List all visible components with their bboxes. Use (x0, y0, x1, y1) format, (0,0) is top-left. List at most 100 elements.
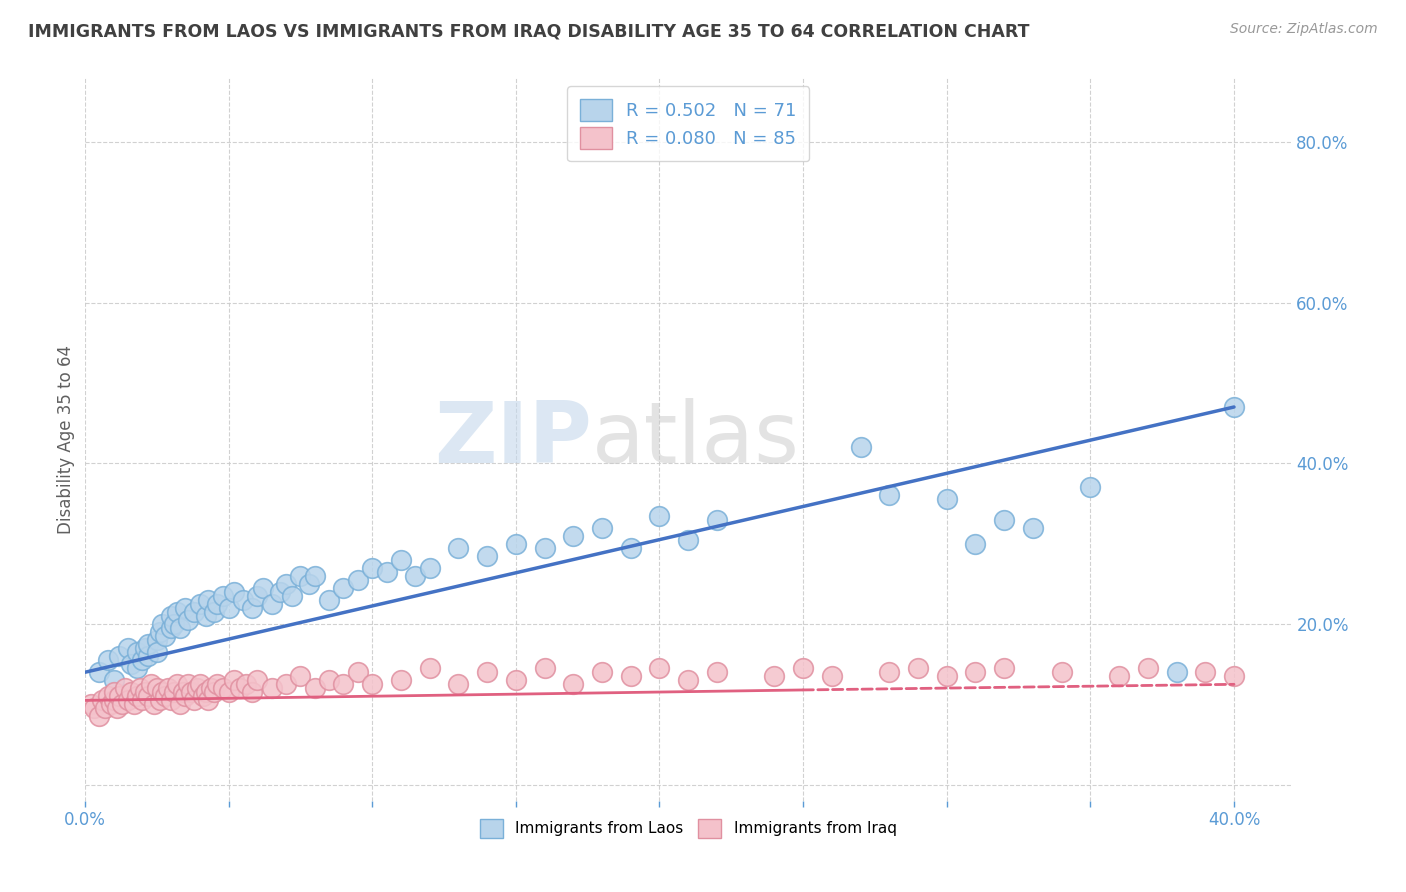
Point (240, 685, 263, 699)
Point (218, 601, 240, 615)
Point (290, 569, 312, 583)
Point (145, 633, 167, 648)
Point (152, 685, 174, 699)
Point (202, 685, 225, 699)
Text: atlas: atlas (592, 398, 800, 481)
Point (166, 605, 188, 619)
Point (1166, 665, 1188, 680)
Point (89, 665, 111, 680)
Point (505, 536, 527, 550)
Point (620, 541, 643, 555)
Point (136, 690, 159, 704)
Point (447, 541, 470, 555)
Point (1108, 669, 1130, 683)
Point (648, 508, 671, 523)
Point (361, 561, 384, 575)
Point (177, 613, 200, 627)
Point (152, 617, 174, 632)
Point (562, 677, 585, 691)
Point (134, 685, 156, 699)
Point (125, 661, 148, 675)
Point (131, 693, 153, 707)
Point (145, 645, 167, 659)
Point (763, 669, 786, 683)
Point (205, 597, 228, 611)
Point (533, 541, 555, 555)
Point (229, 681, 252, 696)
Point (235, 677, 257, 691)
Point (304, 681, 326, 696)
Point (191, 690, 214, 704)
Point (1136, 661, 1159, 675)
Point (993, 512, 1015, 526)
Point (197, 693, 219, 707)
Point (965, 536, 987, 550)
Point (877, 665, 900, 680)
Point (1223, 669, 1246, 683)
Point (935, 669, 957, 683)
Point (142, 698, 165, 712)
Point (202, 605, 225, 619)
Point (103, 673, 125, 688)
Point (676, 673, 699, 688)
Point (120, 685, 142, 699)
Point (224, 585, 246, 599)
Point (591, 520, 613, 534)
Point (149, 693, 172, 707)
Point (177, 677, 200, 691)
Point (122, 698, 145, 712)
Point (218, 685, 240, 699)
Point (246, 589, 269, 603)
Point (117, 693, 139, 707)
Point (188, 597, 211, 611)
Point (211, 589, 233, 603)
Point (877, 488, 900, 502)
Point (128, 681, 150, 696)
Point (1022, 520, 1045, 534)
Point (169, 621, 191, 635)
Point (792, 661, 814, 675)
Point (205, 677, 228, 691)
Point (274, 577, 297, 591)
Point (131, 653, 153, 667)
Point (620, 669, 643, 683)
Point (183, 693, 205, 707)
Point (174, 690, 197, 704)
Point (155, 629, 177, 643)
Point (197, 593, 219, 607)
Point (194, 609, 217, 624)
Point (475, 665, 498, 680)
Point (246, 673, 269, 688)
Point (821, 669, 844, 683)
Point (332, 677, 354, 691)
Text: ZIP: ZIP (434, 398, 592, 481)
Point (907, 661, 929, 675)
Point (94, 701, 117, 715)
Point (125, 645, 148, 659)
Point (200, 681, 222, 696)
Point (1194, 665, 1216, 680)
Point (108, 649, 131, 664)
Point (194, 685, 217, 699)
Point (281, 589, 304, 603)
Point (211, 681, 233, 696)
Point (1080, 480, 1102, 494)
Point (136, 637, 159, 651)
Point (163, 617, 186, 632)
Point (224, 673, 246, 688)
Point (89, 709, 111, 723)
Point (103, 693, 125, 707)
Y-axis label: Disability Age 35 to 64: Disability Age 35 to 64 (58, 344, 75, 533)
Point (174, 601, 197, 615)
Point (304, 569, 326, 583)
Point (591, 665, 613, 680)
Legend: Immigrants from Laos, Immigrants from Iraq: Immigrants from Laos, Immigrants from Ir… (474, 813, 903, 844)
Point (706, 512, 728, 526)
Point (965, 665, 987, 680)
Point (188, 677, 211, 691)
Point (100, 698, 122, 712)
Point (160, 609, 183, 624)
Point (389, 673, 412, 688)
Point (505, 673, 527, 688)
Point (1223, 400, 1246, 414)
